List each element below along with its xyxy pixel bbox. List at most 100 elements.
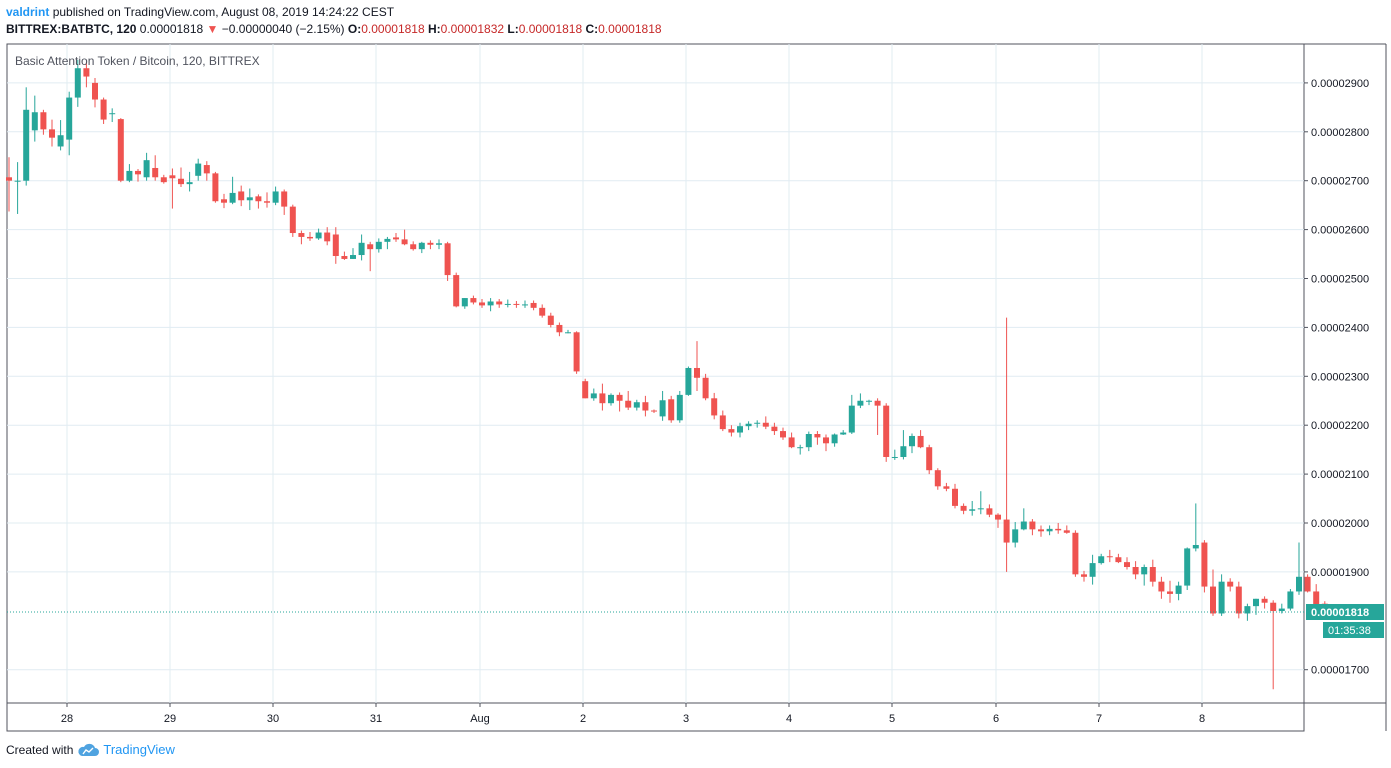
candle-body: [573, 332, 580, 372]
candle-down: [883, 403, 890, 462]
candle-down: [1210, 569, 1216, 616]
candle-body: [874, 400, 881, 406]
open-label: O:: [347, 22, 362, 36]
candle-body: [496, 301, 503, 305]
candle-down: [324, 227, 331, 246]
time-tick-label: Aug: [470, 713, 490, 725]
candle-down: [212, 171, 219, 203]
chart-title: Basic Attention Token / Bitcoin, 120, BI…: [15, 54, 260, 68]
time-tick-label: 2: [580, 713, 586, 725]
candle-body: [341, 256, 348, 259]
candle-up: [315, 228, 322, 240]
candle-body: [900, 446, 907, 457]
candle-body: [14, 180, 21, 182]
candle-body: [169, 175, 176, 179]
candle-down: [453, 272, 460, 308]
candle-up: [831, 433, 838, 447]
candle-body: [805, 434, 812, 448]
candle-down: [986, 504, 993, 518]
time-tick-label: 8: [1199, 713, 1205, 725]
candle-body: [23, 109, 30, 181]
candle-body: [281, 191, 288, 207]
candle-body: [461, 298, 468, 307]
candle-body: [1124, 562, 1130, 568]
candle-body: [444, 243, 451, 276]
candle-body: [590, 393, 597, 399]
candle-body: [401, 239, 408, 245]
candle-up: [891, 449, 898, 460]
candle-down: [952, 483, 958, 509]
published-text: published on TradingView.com, August 08,…: [52, 5, 395, 19]
price-axis[interactable]: 0.00002900 0.00002800 0.00002700 0.00002600…: [1304, 78, 1369, 677]
candle-body: [840, 432, 847, 435]
candle-body: [883, 405, 890, 457]
candle-body: [711, 398, 718, 416]
countdown-label: 01:35:38: [1328, 625, 1371, 637]
candle-up: [1141, 564, 1148, 586]
time-tick-label: 31: [370, 713, 382, 725]
candle-body: [771, 426, 778, 432]
candle-body: [332, 234, 339, 257]
candle-down: [1106, 549, 1113, 563]
candle-body: [530, 302, 537, 308]
candle-body: [1115, 557, 1122, 563]
candle-body: [651, 410, 657, 412]
candle-down: [479, 299, 485, 308]
candle-body: [453, 275, 460, 307]
candle-down: [1261, 596, 1268, 609]
candle-down: [943, 482, 950, 492]
candle-body: [221, 199, 227, 203]
time-tick-label: 4: [786, 713, 792, 725]
countdown-box: [1323, 621, 1384, 638]
candle-body: [384, 238, 391, 242]
candle-down: [694, 341, 700, 391]
candle-body: [6, 177, 12, 181]
candle-up: [126, 164, 133, 183]
candle-down: [221, 193, 227, 209]
open-value: 0.00001818: [361, 22, 425, 36]
candle-down: [642, 395, 649, 417]
price-tick-label: 0.00002000: [1311, 518, 1369, 530]
price-tick-label: 0.00001900: [1311, 567, 1369, 579]
candle-down: [298, 230, 305, 245]
candle-down: [289, 204, 296, 237]
candle-body: [117, 119, 124, 181]
candle-up: [1192, 503, 1199, 552]
candle-down: [1003, 317, 1010, 572]
candle-down: [393, 233, 399, 242]
candle-down: [762, 416, 769, 430]
candle-down: [83, 62, 90, 88]
candle-body: [737, 426, 743, 433]
candle-body: [1244, 606, 1251, 614]
candle-body: [685, 367, 692, 395]
publish-info: valdrint published on TradingView.com, A…: [6, 5, 394, 19]
candle-down: [40, 109, 47, 135]
candle-body: [977, 508, 984, 510]
candle-body: [608, 394, 614, 404]
candle-up: [900, 430, 907, 460]
author-link[interactable]: valdrint: [6, 5, 50, 19]
price-tick-label: 0.00002200: [1311, 420, 1369, 432]
candle-down: [668, 395, 675, 423]
candle-body: [831, 434, 838, 444]
candle-up: [195, 158, 202, 181]
symbol-quote-line: BITTREX:BATBTC, 120 0.00001818 ▼ −0.0000…: [6, 22, 662, 36]
candle-down: [6, 157, 12, 212]
candle-body: [479, 302, 485, 306]
candle-body: [1003, 519, 1010, 543]
candle-down: [934, 468, 941, 490]
candle-down: [547, 312, 554, 328]
candle-down: [1201, 540, 1208, 593]
time-axis[interactable]: 28 29 30 31 Aug 2 3 4 5 6 7 8: [61, 703, 1205, 725]
candle-body: [126, 170, 133, 181]
candle-up: [1098, 553, 1105, 565]
candle-body: [470, 298, 477, 303]
candle-down: [926, 444, 933, 475]
candle-body: [848, 405, 855, 433]
candle-down: [1149, 559, 1156, 587]
candle-up: [375, 238, 382, 253]
tradingview-link[interactable]: TradingView: [103, 742, 175, 757]
close-value: 0.00001818: [598, 22, 662, 36]
candle-down: [823, 434, 829, 452]
